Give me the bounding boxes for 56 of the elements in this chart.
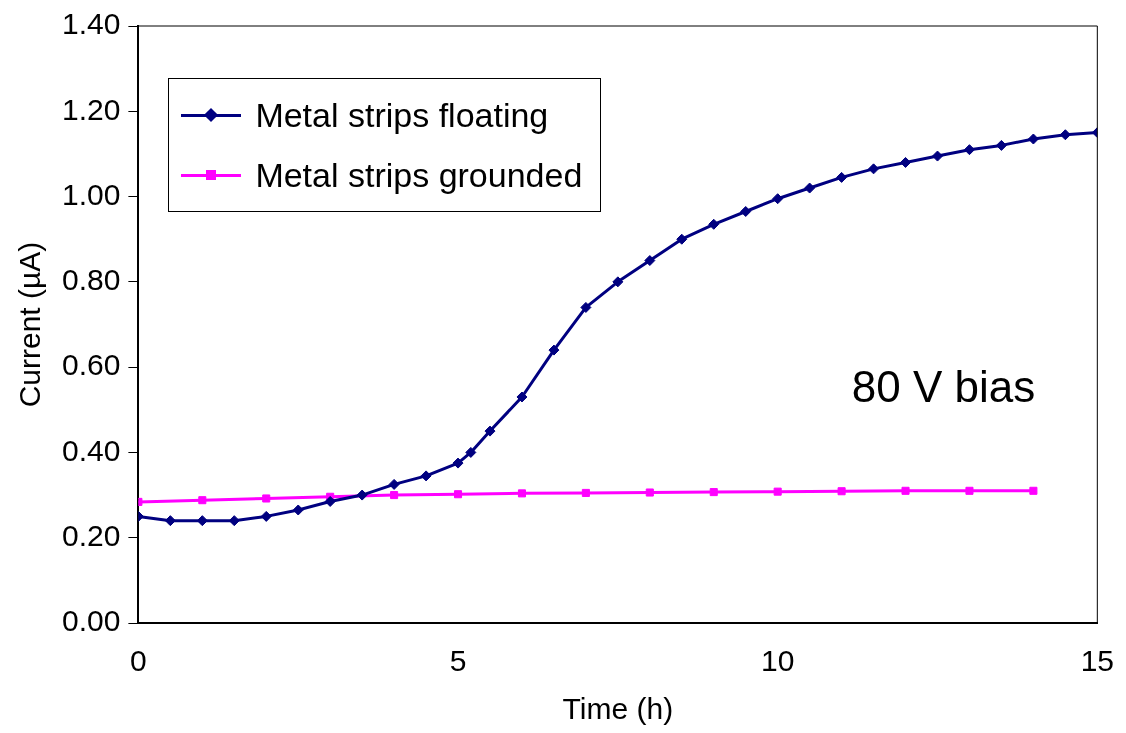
y-tick-label: 1.40 xyxy=(62,7,121,41)
y-tick-label: 1.00 xyxy=(62,177,121,211)
point xyxy=(709,488,718,497)
annotation: 80 V bias xyxy=(851,362,1036,412)
legend-label: Metal strips grounded xyxy=(255,155,583,195)
x-tick-label: 10 xyxy=(760,644,795,678)
point xyxy=(837,487,846,496)
y-tick-label: 0.00 xyxy=(62,604,121,638)
x-tick-label: 15 xyxy=(1080,644,1114,678)
point xyxy=(963,144,975,156)
point xyxy=(995,139,1007,151)
point xyxy=(262,494,271,503)
x-tick-label: 0 xyxy=(130,644,147,678)
point xyxy=(931,150,943,162)
point xyxy=(868,163,880,175)
point xyxy=(836,171,848,183)
point xyxy=(356,489,368,501)
point xyxy=(292,504,304,516)
point xyxy=(1027,133,1039,145)
point xyxy=(645,488,654,497)
point xyxy=(420,470,432,482)
point xyxy=(548,344,560,356)
point xyxy=(676,233,688,245)
point xyxy=(804,182,816,194)
point xyxy=(454,490,463,499)
x-axis-title: Time (h) xyxy=(562,692,674,726)
point xyxy=(708,218,720,230)
point xyxy=(164,515,176,527)
point xyxy=(516,391,528,403)
point xyxy=(324,495,336,507)
point xyxy=(965,486,974,495)
y-tick-label: 0.40 xyxy=(62,433,121,467)
point xyxy=(517,489,526,498)
x-tick-label: 5 xyxy=(449,644,467,678)
y-tick-label: 0.60 xyxy=(62,348,121,382)
point xyxy=(773,487,782,496)
point xyxy=(740,206,752,217)
y-tick-label: 0.20 xyxy=(62,518,121,552)
point xyxy=(644,255,656,267)
point xyxy=(612,276,624,288)
point xyxy=(581,488,590,497)
y-tick-label: 0.80 xyxy=(62,263,121,297)
point xyxy=(465,446,477,458)
point xyxy=(388,478,400,490)
point xyxy=(901,486,910,495)
point xyxy=(580,301,592,313)
point xyxy=(452,457,464,469)
point xyxy=(390,491,399,500)
y-tick-label: 1.20 xyxy=(62,92,121,126)
point xyxy=(1029,486,1038,495)
point xyxy=(772,193,784,205)
point xyxy=(484,425,496,437)
point xyxy=(198,496,207,505)
point xyxy=(260,510,272,522)
legend-label: Metal strips floating xyxy=(255,95,549,135)
y-axis-title: Current (µA) xyxy=(13,241,47,408)
